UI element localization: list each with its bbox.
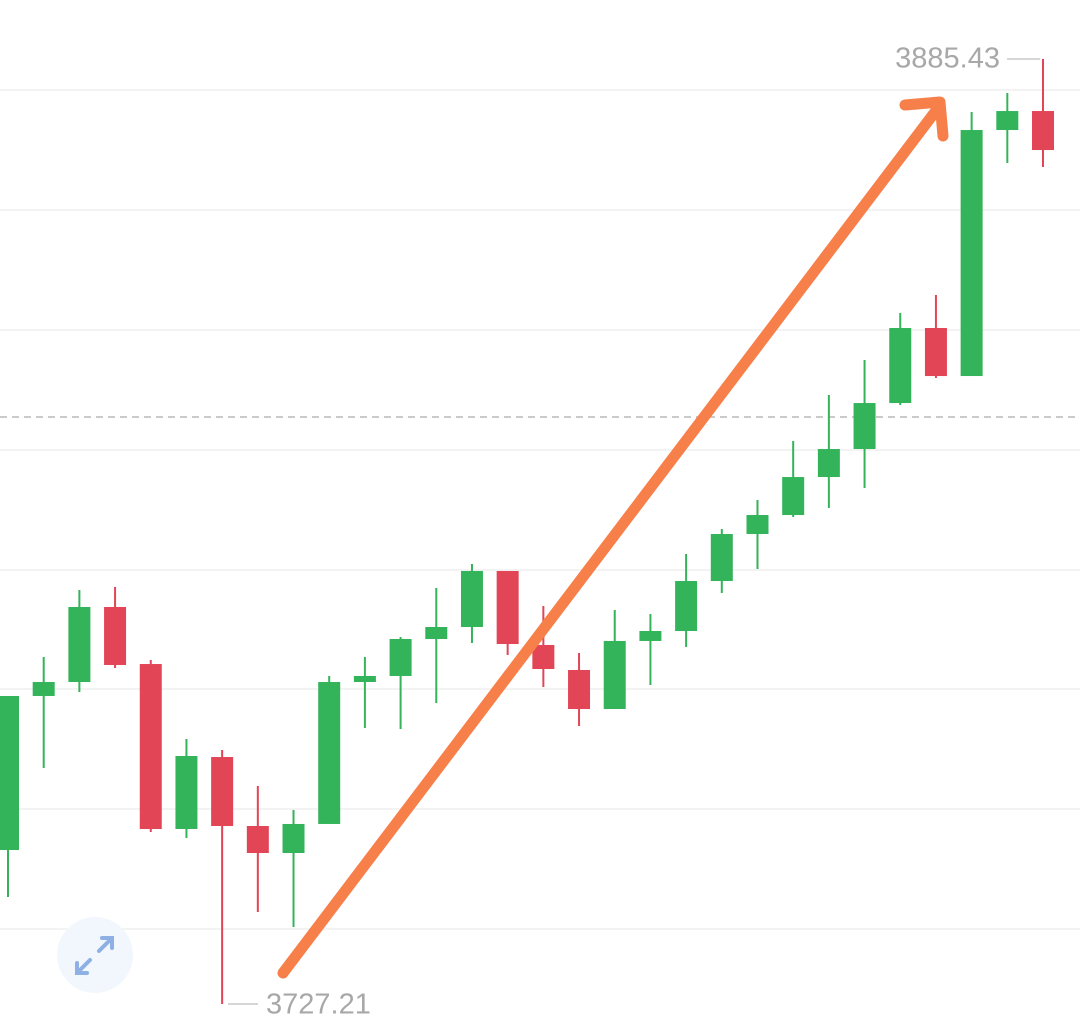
candle-body [782,477,805,516]
candle-body [710,534,733,582]
candle-body [853,403,876,450]
candle-body [532,644,555,669]
expand-button[interactable] [57,917,133,993]
candle-body [175,756,198,829]
candle-body [996,111,1019,131]
trend-arrow [277,96,949,979]
candle-body [211,757,234,827]
candle-body [139,664,162,829]
candle-body [603,640,626,710]
candle-body [639,631,662,641]
candle-body [568,670,591,710]
candle-body [746,515,769,535]
candle-body [246,826,269,854]
min-label: 3727.21 [266,989,371,1021]
expand-button-bg[interactable] [57,917,133,993]
candle-body [32,682,55,696]
candle-body [960,130,983,377]
candle-body [104,606,127,665]
candle-body [817,449,840,478]
expand-icon[interactable] [75,936,114,975]
grid [0,89,1080,930]
candle-body [924,328,947,377]
candle-body [425,627,448,640]
candle-body [282,823,305,854]
candle-body [460,570,483,628]
arrow-head [899,96,949,142]
candle-body [1032,111,1055,151]
candle-body [68,606,91,683]
candle-body [318,682,341,824]
candle-body [496,570,519,645]
arrow-shaft [277,102,944,979]
candle-body [389,639,412,676]
candle-body [675,581,698,632]
max-label: 3885.43 [895,43,1000,75]
candles [0,59,1080,1004]
candle-body [0,695,19,851]
candle-body [353,675,376,683]
candle-body [889,328,912,404]
